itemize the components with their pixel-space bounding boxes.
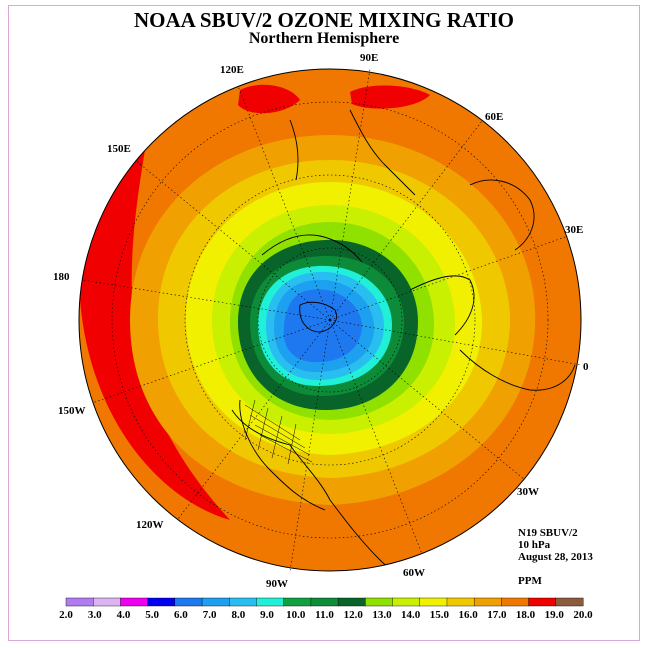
colorbar-tick-label: 9.0 [260, 609, 274, 621]
band-19-20-west [79, 120, 230, 520]
meridian-60e [329, 120, 483, 321]
colorbar-swatch [365, 597, 394, 607]
colorbar-swatch [120, 597, 149, 607]
latitude-circle [257, 247, 403, 393]
lon-label-120w: 120W [136, 519, 164, 531]
colorbar-tick-labels: 2.0 3.0 4.0 5.0 6.0 7.0 8.0 9.0 10.0 11.0 12.0 13.0… [59, 609, 593, 621]
colorbar-tick-label: 14.0 [401, 609, 421, 621]
colorbar-swatch [174, 597, 203, 607]
colorbar-swatch [392, 597, 421, 607]
colorbar-tick-label: 7.0 [203, 609, 217, 621]
colorbar-tick-label: 17.0 [487, 609, 507, 621]
colorbar-tick-label: 13.0 [372, 609, 392, 621]
band-19-20-northeast [350, 85, 430, 109]
satellite-label: N19 SBUV/2 [518, 527, 578, 539]
colorbar-swatch [473, 597, 502, 607]
lon-label-30w: 30W [517, 486, 539, 498]
colorbar-tick-label: 5.0 [145, 609, 159, 621]
graticule [82, 68, 582, 572]
colorbar-swatch [528, 597, 557, 607]
colorbar-swatch [147, 597, 176, 607]
figure-title: NOAA SBUV/2 OZONE MIXING RATIO [134, 8, 514, 32]
band-19-20-north [238, 84, 300, 114]
colorbar-tick-label: 15.0 [430, 609, 450, 621]
colorbar-tick-label: 8.0 [231, 609, 245, 621]
colorbar-swatch [201, 597, 230, 607]
lon-label-150w: 150W [58, 405, 86, 417]
colorbar-swatch [446, 597, 475, 607]
lon-label-120e: 120E [220, 64, 244, 76]
lon-label-90w: 90W [266, 578, 288, 590]
lon-label-60e: 60E [485, 111, 503, 123]
date-label: August 28, 2013 [518, 551, 593, 563]
colorbar-swatches [65, 597, 584, 607]
colorbar-tick-label: 19.0 [545, 609, 565, 621]
colorbar-swatch [229, 597, 257, 607]
colorbar-swatch [310, 597, 339, 607]
latitude-circle [111, 101, 549, 539]
colorbar-swatch [501, 597, 530, 607]
us-state-lines [244, 399, 313, 465]
meridian-120w [177, 319, 331, 520]
longitude-labels: 0 30E 60E 90E 120E 150E 180 150W 120W 90… [53, 52, 589, 590]
colorbar-tick-label: 20.0 [573, 609, 593, 621]
colorbar-tick-label: 2.0 [59, 609, 73, 621]
colorbar-tick-label: 11.0 [315, 609, 334, 621]
lon-label-0: 0 [583, 361, 589, 373]
meridian-0 [329, 319, 582, 366]
colorbar-swatch [256, 597, 285, 607]
colorbar-tick-label: 12.0 [344, 609, 364, 621]
lon-label-180: 180 [53, 271, 70, 283]
colorbar-swatch [283, 597, 312, 607]
colorbar-swatch [93, 597, 121, 607]
colorbar-swatch [337, 597, 366, 607]
figure-subtitle: Northern Hemisphere [248, 30, 400, 47]
meridian-180 [82, 279, 331, 321]
colorbar-tick-label: 3.0 [88, 609, 102, 621]
colorbar-swatch [65, 597, 94, 607]
pressure-level-label: 10 hPa [518, 539, 551, 551]
figure-frame [8, 5, 640, 641]
lon-label-150e: 150E [107, 143, 131, 155]
latitude-circle [184, 174, 476, 466]
colorbar-tick-label: 16.0 [458, 609, 478, 621]
lon-label-90e: 90E [360, 52, 378, 64]
map-boundary [78, 68, 582, 572]
units-label: PPM [518, 575, 542, 587]
lon-label-60w: 60W [403, 567, 425, 579]
colorbar-swatch [419, 597, 448, 607]
colorbar-tick-label: 4.0 [117, 609, 131, 621]
colorbar-tick-label: 18.0 [516, 609, 536, 621]
colorbar-tick-label: 6.0 [174, 609, 188, 621]
colorbar-swatch [555, 597, 584, 607]
lon-label-30e: 30E [565, 224, 583, 236]
band-6-7 [283, 289, 362, 363]
map-info-block: N19 SBUV/2 10 hPa August 28, 2013 PPM [518, 527, 593, 587]
colorbar-tick-label: 10.0 [286, 609, 306, 621]
